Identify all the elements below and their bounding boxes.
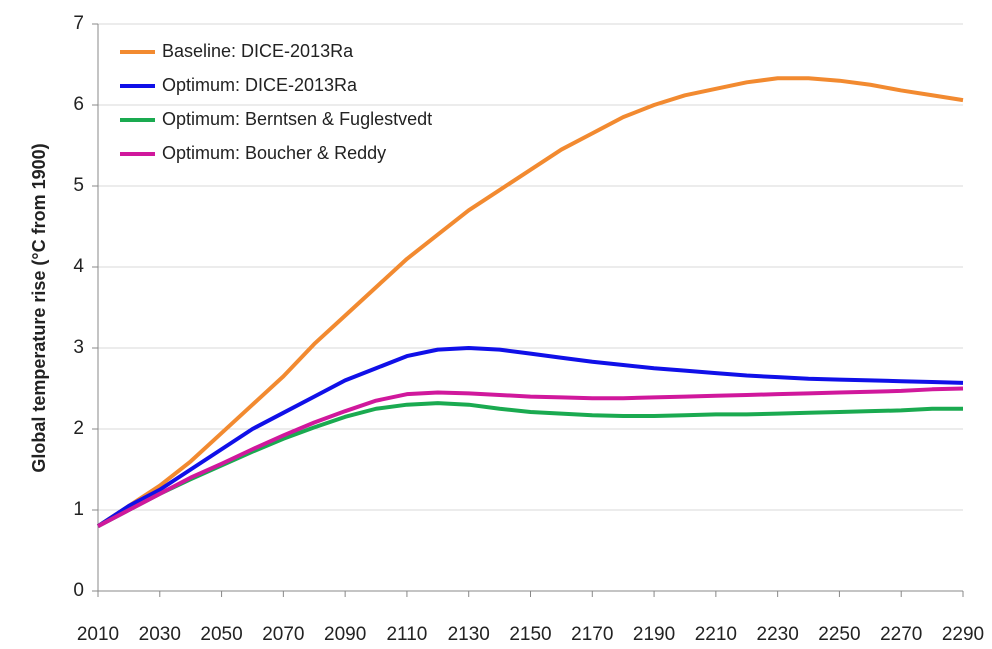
- legend-label: Baseline: DICE-2013Ra: [162, 41, 354, 61]
- x-tick-label: 2110: [386, 624, 427, 645]
- y-tick-label: 7: [73, 13, 84, 34]
- x-tick-label: 2190: [633, 624, 675, 645]
- legend-label: Optimum: DICE-2013Ra: [162, 75, 358, 95]
- series-line: [97, 401, 963, 528]
- x-tick-label: 2050: [200, 624, 242, 645]
- x-tick-label: 2090: [324, 624, 366, 645]
- y-tick-label: 6: [73, 94, 84, 115]
- x-tick-label: 2030: [139, 624, 181, 645]
- series-line: [97, 386, 964, 528]
- series-line: [96, 346, 964, 528]
- y-tick-label: 5: [73, 175, 84, 196]
- x-tick-label: 2150: [509, 624, 551, 645]
- x-tick-label: 2210: [695, 624, 737, 645]
- x-tick-label: 2270: [880, 624, 922, 645]
- x-tick-label: 2170: [571, 624, 613, 645]
- x-tick-label: 2290: [942, 624, 984, 645]
- y-axis-label: Global temperature rise (°C from 1900): [29, 143, 49, 472]
- x-tick-label: 2250: [818, 624, 860, 645]
- series-line: [96, 76, 964, 528]
- y-tick-label: 4: [73, 256, 84, 277]
- y-tick-label: 0: [73, 580, 84, 601]
- y-tick-label: 2: [73, 418, 84, 439]
- y-tick-label: 3: [73, 337, 84, 358]
- legend-label: Optimum: Boucher & Reddy: [162, 143, 386, 163]
- x-tick-label: 2070: [262, 624, 304, 645]
- x-tick-label: 2010: [77, 624, 119, 645]
- y-tick-label: 1: [73, 499, 84, 520]
- x-tick-label: 2230: [757, 624, 799, 645]
- legend-label: Optimum: Berntsen & Fuglestvedt: [162, 109, 432, 129]
- x-tick-label: 2130: [448, 624, 490, 645]
